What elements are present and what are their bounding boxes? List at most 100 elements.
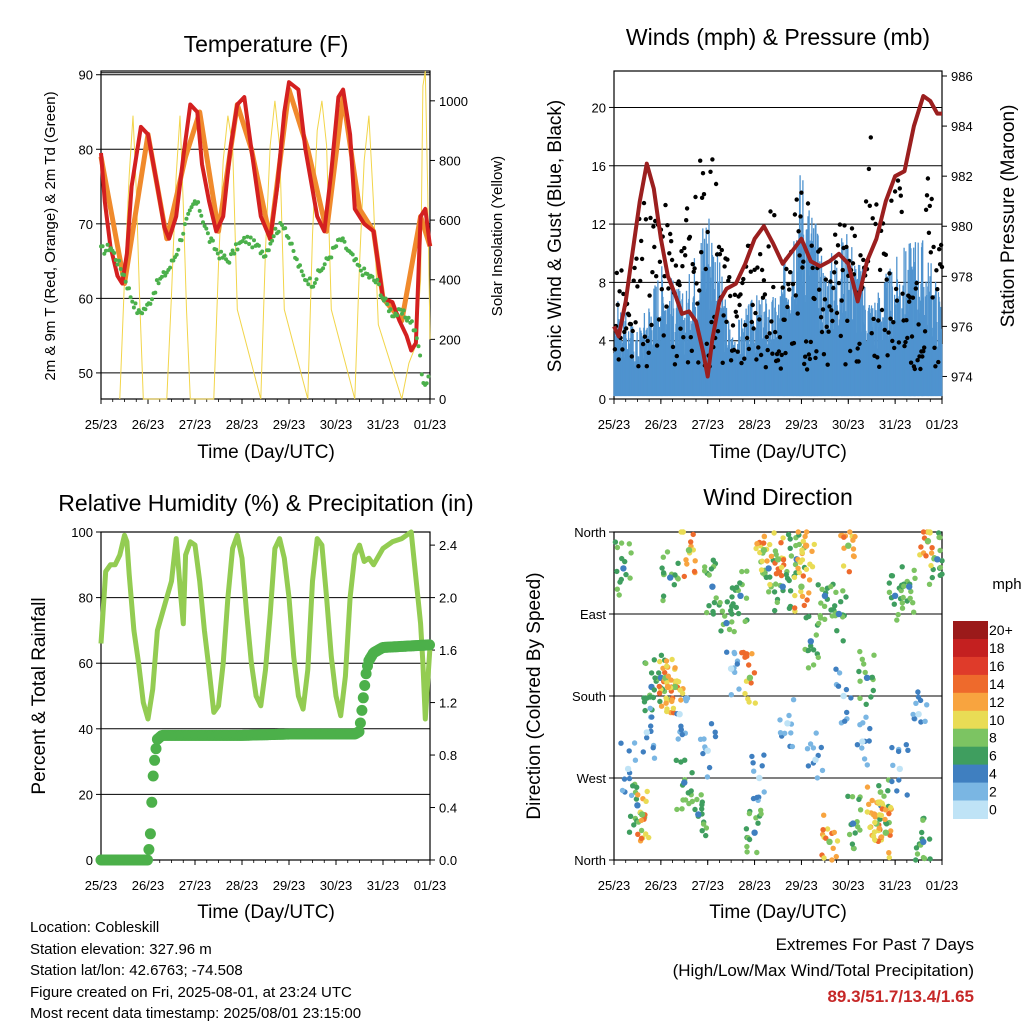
direction-point [875, 799, 881, 805]
y-tick-label: 50 [79, 366, 93, 381]
direction-point [819, 767, 826, 774]
gust-point [817, 287, 822, 292]
gust-point [661, 333, 666, 338]
gust-point [844, 244, 849, 250]
x-tick-label: 25/23 [85, 878, 118, 893]
gust-point [823, 277, 828, 282]
direction-point [936, 530, 942, 536]
gust-point [885, 353, 890, 358]
direction-point [867, 725, 873, 732]
direction-point [869, 674, 875, 680]
gust-point [659, 287, 664, 292]
direction-point [819, 586, 825, 592]
direction-point [759, 558, 765, 564]
colorbar-swatch [953, 639, 988, 658]
gust-point [710, 157, 715, 162]
panel-2: 0 20 40 60 80 100 0.0 0.4 0.8 1.2 1.6 2.0 2.4 25/23 26… [71, 525, 457, 893]
y-tick-label: 8 [599, 275, 606, 290]
gust-point [938, 242, 944, 248]
x-tick-label: 26/23 [132, 878, 165, 893]
direction-point [872, 819, 878, 826]
gust-point [883, 252, 888, 257]
direction-point [699, 799, 705, 805]
direction-point [815, 654, 821, 661]
direction-point [737, 592, 744, 599]
direction-point [845, 793, 851, 799]
y-tick-label: North [574, 853, 606, 868]
direction-point [814, 775, 821, 781]
direction-point [742, 618, 748, 625]
gust-point [760, 295, 766, 300]
gust-point [868, 135, 873, 140]
direction-point [846, 831, 853, 838]
direction-point [633, 796, 640, 802]
dewpoint-point [148, 301, 153, 306]
direction-point [660, 597, 666, 604]
direction-point [849, 820, 857, 827]
gust-point [834, 310, 840, 316]
direction-point [850, 845, 857, 851]
direction-point [918, 719, 924, 725]
dewpoint-point [102, 251, 107, 256]
gust-point [773, 329, 778, 335]
direction-point [722, 613, 728, 619]
gust-point [927, 203, 932, 209]
y-tick-label: 0 [599, 392, 606, 407]
direction-point [618, 740, 624, 746]
x-tick-label: 25/23 [85, 417, 118, 432]
gust-point [636, 364, 641, 369]
direction-point [657, 658, 663, 665]
dewpoint-point [243, 240, 248, 245]
gust-point [869, 331, 874, 336]
direction-point [784, 720, 791, 727]
direction-point [777, 717, 783, 723]
direction-point [836, 670, 843, 676]
direction-point [651, 755, 658, 761]
direction-point [857, 695, 863, 701]
gust-point [819, 329, 825, 335]
y2-tick-label: 200 [439, 332, 461, 347]
y-tick-label: North [574, 525, 606, 540]
x-tick-label: 26/23 [645, 878, 678, 893]
dewpoint-point [127, 286, 131, 291]
direction-point [900, 594, 906, 601]
direction-point [903, 742, 909, 748]
y2-tick-label: 982 [951, 169, 973, 184]
direction-point [650, 745, 656, 751]
gust-point [798, 214, 803, 219]
direction-point [689, 798, 695, 805]
dewpoint-point [419, 372, 424, 377]
direction-point [668, 677, 674, 683]
direction-point [749, 753, 755, 760]
gust-point [807, 356, 813, 362]
direction-point [773, 571, 780, 577]
direction-point [682, 757, 688, 763]
gust-point [808, 339, 813, 345]
direction-point [861, 661, 867, 667]
precip-point [356, 704, 368, 716]
direction-point [746, 810, 753, 817]
direction-point [710, 557, 716, 563]
gust-point [701, 192, 707, 197]
direction-point [750, 760, 756, 766]
direction-point [928, 550, 935, 556]
direction-point [912, 575, 918, 581]
direction-point [663, 700, 669, 706]
direction-point [743, 826, 750, 832]
y2-tick-label: 800 [439, 153, 461, 168]
dewpoint-point [163, 273, 168, 278]
direction-point [802, 533, 808, 540]
direction-point [663, 658, 670, 664]
direction-point [669, 656, 675, 663]
precip-point [150, 743, 162, 755]
gust-point [806, 352, 812, 357]
x-tick-label: 27/23 [691, 878, 724, 893]
gust-point [825, 362, 830, 367]
direction-point [744, 568, 750, 574]
extremes-heading: Extremes For Past 7 Days [775, 935, 974, 954]
direction-point [820, 827, 826, 833]
colorbar-label: 10 [989, 712, 1005, 728]
dewpoint-point [230, 248, 235, 253]
gust-point [837, 222, 843, 227]
